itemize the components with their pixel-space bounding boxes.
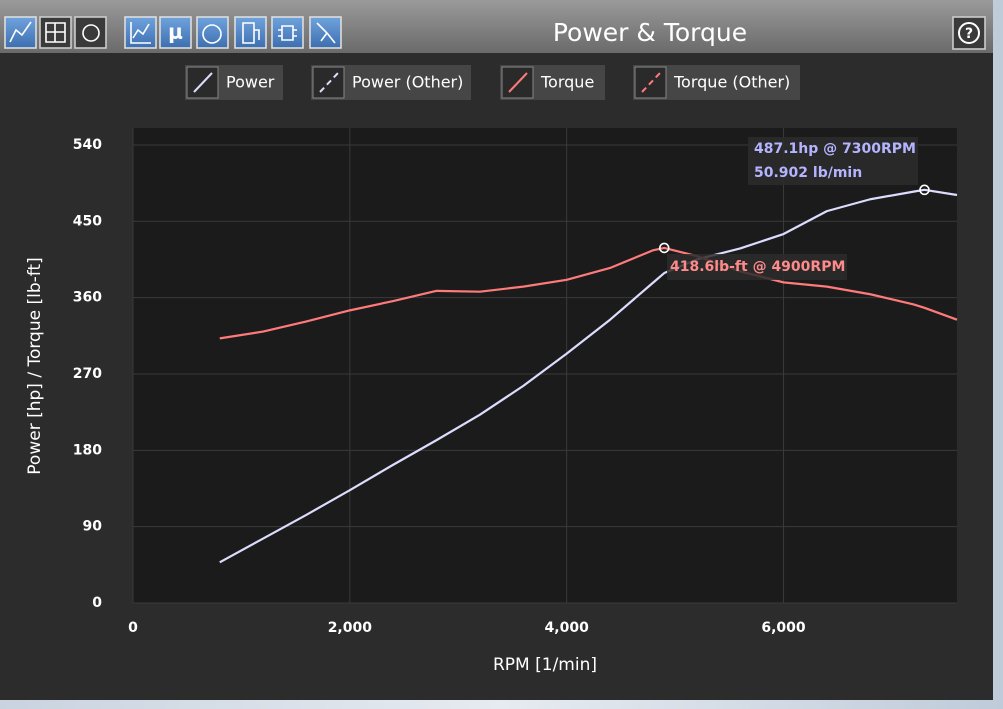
annotation: 50.902 lb/min	[754, 165, 862, 181]
y-tick-label: 270	[73, 366, 102, 382]
y-tick-label: 0	[92, 595, 102, 611]
icon	[9, 21, 32, 43]
icon	[130, 22, 151, 44]
help-ring	[958, 22, 980, 44]
annotation-box	[667, 254, 847, 280]
icon	[242, 22, 260, 44]
button[interactable]	[4, 16, 37, 49]
legend-swatch	[641, 72, 661, 93]
legend-label: Torque (Other)	[673, 73, 790, 92]
help-button[interactable]: ?	[965, 26, 973, 42]
peak-marker	[658, 242, 670, 254]
series-line	[219, 246, 958, 340]
plot-area	[133, 128, 957, 603]
icon	[82, 24, 100, 42]
button[interactable]	[271, 16, 304, 49]
legend-label: Power	[226, 73, 275, 92]
icon	[202, 24, 222, 44]
button[interactable]	[74, 16, 107, 49]
window-title: Power & Torque	[553, 18, 747, 47]
annotation-box	[748, 137, 918, 185]
x-tick-label: 0	[128, 620, 138, 636]
button[interactable]	[159, 16, 192, 49]
annotation: 418.6lb-ft @ 4900RPM	[670, 259, 845, 275]
button[interactable]	[234, 16, 267, 49]
y-tick-label: 450	[73, 213, 102, 229]
series-line	[219, 188, 958, 564]
x-tick-label: 6,000	[761, 620, 806, 636]
annotation: 487.1hp @ 7300RPM	[754, 141, 916, 157]
mu-icon: μ	[168, 20, 183, 44]
y-tick-label: 360	[73, 290, 102, 306]
legend-swatch-box	[634, 66, 667, 99]
icon	[316, 22, 336, 44]
y-tick-label: 540	[73, 137, 102, 153]
legend-label: Torque	[540, 73, 594, 92]
legend-swatch	[193, 72, 213, 93]
x-tick-label: 2,000	[328, 620, 373, 636]
x-tick-label: 4,000	[545, 620, 590, 636]
legend-swatch	[508, 72, 528, 93]
peak-marker	[919, 184, 930, 196]
legend-label: Power (Other)	[352, 73, 463, 92]
y-tick-label: 180	[73, 442, 102, 458]
toolbar-buttons	[4, 16, 986, 50]
y-tick-label: 90	[83, 519, 103, 535]
legend-swatch	[319, 72, 339, 93]
y-axis-label: Power [hp] / Torque [lb-ft]	[25, 257, 45, 474]
icon	[45, 22, 66, 43]
x-axis-label: RPM [1/min]	[493, 655, 597, 675]
icon	[278, 25, 297, 41]
